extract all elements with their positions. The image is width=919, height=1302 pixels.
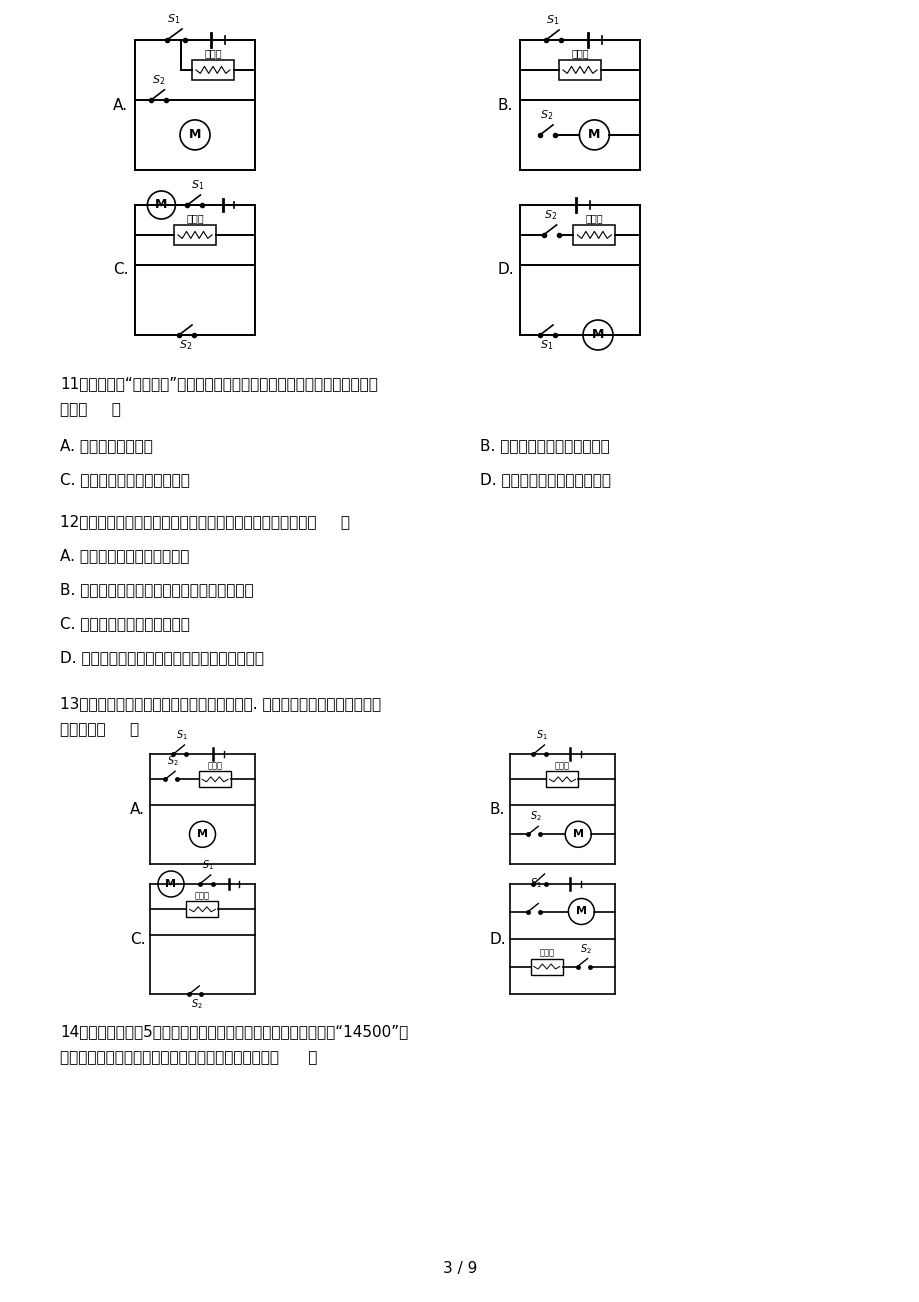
Text: M: M bbox=[591, 328, 604, 341]
Text: C. 饺子的重力不变，浮力增大: C. 饺子的重力不变，浮力增大 bbox=[60, 473, 189, 487]
Text: $S_1$: $S_1$ bbox=[176, 728, 187, 742]
Text: $S_2$: $S_2$ bbox=[539, 108, 553, 122]
Text: $S_2$: $S_2$ bbox=[543, 208, 557, 221]
Text: $S_1$: $S_1$ bbox=[539, 339, 553, 352]
Text: 要求的是（     ）: 要求的是（ ） bbox=[60, 723, 139, 737]
Bar bbox=[174, 225, 216, 245]
Text: 加热器: 加热器 bbox=[204, 48, 221, 57]
Text: $S_1$: $S_1$ bbox=[167, 12, 180, 26]
Bar bbox=[199, 771, 231, 788]
Text: 3 / 9: 3 / 9 bbox=[442, 1260, 477, 1276]
Text: 13、家庭常用的电吹风既能吹冷风又能吹热风. 下列电路中最符合电吹风工作: 13、家庭常用的电吹风既能吹冷风又能吹热风. 下列电路中最符合电吹风工作 bbox=[60, 697, 380, 711]
Text: M: M bbox=[155, 198, 167, 211]
Text: 加热器: 加热器 bbox=[571, 48, 588, 57]
Text: B. 同一起重机提起的货物越重，机械效率越高: B. 同一起重机提起的货物越重，机械效率越高 bbox=[60, 582, 254, 598]
Text: M: M bbox=[197, 829, 208, 840]
Text: A.: A. bbox=[130, 802, 145, 816]
Text: D. 同一起重机提起同一货物越快，机械效率越高: D. 同一起重机提起同一货物越快，机械效率越高 bbox=[60, 650, 264, 665]
Bar bbox=[192, 60, 233, 79]
Text: $S_2$: $S_2$ bbox=[179, 339, 192, 352]
Bar bbox=[187, 901, 219, 918]
Text: $S_1$: $S_1$ bbox=[201, 858, 213, 872]
Text: M: M bbox=[165, 879, 176, 889]
Bar bbox=[559, 60, 600, 79]
Text: C. 额外功越少，机械效率越高: C. 额外功越少，机械效率越高 bbox=[60, 616, 189, 631]
Text: 加热器: 加热器 bbox=[186, 214, 204, 223]
Text: D.: D. bbox=[490, 931, 506, 947]
Text: 加热器: 加热器 bbox=[208, 762, 222, 771]
Text: A.: A. bbox=[113, 98, 128, 112]
Text: C.: C. bbox=[113, 263, 129, 277]
Text: 因是（     ）: 因是（ ） bbox=[60, 402, 120, 417]
Text: 11、人们常用“生沉熟浮”来判断饺子是否煮熟，煮熟后的饺子会漂起来的原: 11、人们常用“生沉熟浮”来判断饺子是否煮熟，煮熟后的饺子会漂起来的原 bbox=[60, 376, 378, 391]
Text: 12、下列有关起重机提升货物时机械效率的说法，正确的是（     ）: 12、下列有关起重机提升货物时机械效率的说法，正确的是（ ） bbox=[60, 514, 349, 529]
Text: B.: B. bbox=[490, 802, 505, 816]
Text: $S_2$: $S_2$ bbox=[579, 941, 591, 956]
Text: $S_2$: $S_2$ bbox=[152, 73, 165, 87]
Text: 加热器: 加热器 bbox=[539, 948, 553, 957]
Text: M: M bbox=[188, 129, 201, 142]
Text: 14、如图是常用的5号电池的示意图，其型号的另一种表示方法为“14500”，: 14、如图是常用的5号电池的示意图，其型号的另一种表示方法为“14500”， bbox=[60, 1023, 408, 1039]
Text: 前两位数是直径，后三位数是高度这型号电池高度为（      ）: 前两位数是直径，后三位数是高度这型号电池高度为（ ） bbox=[60, 1049, 317, 1065]
Bar bbox=[546, 771, 578, 788]
Bar bbox=[530, 958, 562, 974]
Text: $S_1$: $S_1$ bbox=[529, 876, 541, 889]
Text: D.: D. bbox=[497, 263, 514, 277]
Text: $S_2$: $S_2$ bbox=[191, 997, 203, 1010]
Text: B. 饺子的重力和浮力都增大了: B. 饺子的重力和浮力都增大了 bbox=[480, 437, 609, 453]
Text: $S_1$: $S_1$ bbox=[546, 13, 559, 27]
Text: M: M bbox=[573, 829, 584, 840]
Text: 加热器: 加热器 bbox=[195, 892, 210, 900]
Text: 加热器: 加热器 bbox=[554, 762, 570, 771]
Bar bbox=[573, 225, 615, 245]
Text: M: M bbox=[575, 906, 586, 917]
Text: C.: C. bbox=[130, 931, 145, 947]
Text: B.: B. bbox=[497, 98, 513, 112]
Text: $S_2$: $S_2$ bbox=[530, 810, 541, 823]
Text: $S_1$: $S_1$ bbox=[190, 178, 204, 191]
Text: $S_2$: $S_2$ bbox=[167, 754, 179, 768]
Text: D. 饺子的重力和浮力都减小了: D. 饺子的重力和浮力都减小了 bbox=[480, 473, 610, 487]
Text: A. 有用功越多，机械效率越高: A. 有用功越多，机械效率越高 bbox=[60, 548, 189, 562]
Text: $S_1$: $S_1$ bbox=[535, 728, 547, 742]
Text: 加热器: 加热器 bbox=[585, 214, 603, 223]
Text: A. 饺子的重力减小了: A. 饺子的重力减小了 bbox=[60, 437, 153, 453]
Text: M: M bbox=[587, 129, 600, 142]
